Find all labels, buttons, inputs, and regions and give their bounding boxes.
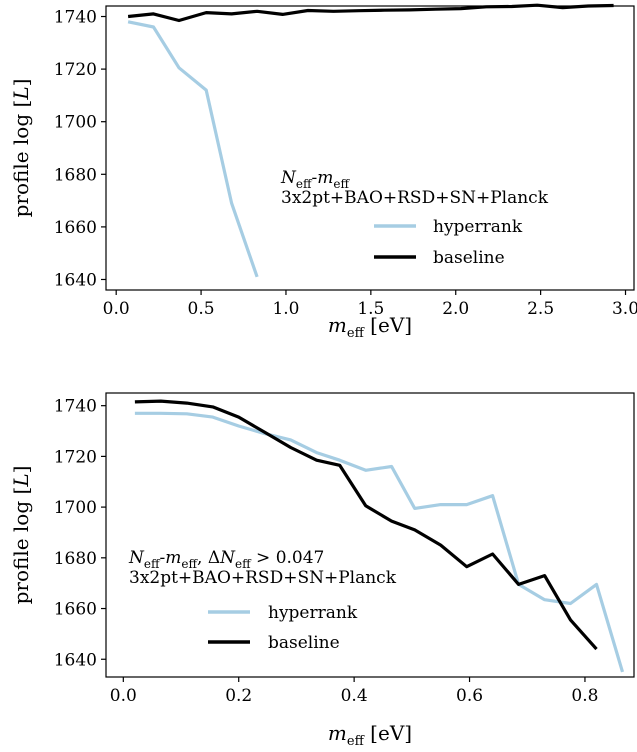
legend-label-baseline-bottom: baseline <box>268 633 340 653</box>
legend-label-hyperrank-top: hyperrank <box>433 217 523 237</box>
x-ticks-top: 0.0 0.5 1.0 1.5 2.0 2.5 3.0 <box>103 290 637 319</box>
y-tick-label-top: 1640 <box>54 270 97 290</box>
x-tick-label-top: 2.5 <box>527 299 554 319</box>
chart-panel-top: 0.0 0.5 1.0 1.5 2.0 2.5 3.0 1640 1660 1680 1700 17… <box>9 3 637 341</box>
x-tick-label-bottom: 0.6 <box>456 686 483 706</box>
x-tick-label-top: 3.0 <box>612 299 637 319</box>
x-axis-label-bottom: meff [eV] <box>328 721 412 749</box>
series-line-baseline-bottom <box>134 399 598 651</box>
y-tick-label-top: 1700 <box>54 113 97 133</box>
legend-title-bottom-line1: Neff-meff, ΔNeff > 0.047 <box>128 548 324 571</box>
y-tick-label-top: 1740 <box>54 8 97 28</box>
y-tick-label-bottom: 1740 <box>54 397 97 417</box>
legend-bottom: Neff-meff, ΔNeff > 0.047 3x2pt+BAO+RSD+S… <box>128 548 397 653</box>
x-ticks-bottom: 0.0 0.2 0.4 0.6 0.8 <box>110 677 598 706</box>
y-tick-label-bottom: 1660 <box>54 600 97 620</box>
y-tick-label-top: 1720 <box>54 60 97 80</box>
y-axis-label-bottom: profile log [L] <box>9 466 33 605</box>
series-layer-bottom <box>134 399 625 673</box>
x-tick-label-top: 2.0 <box>442 299 469 319</box>
x-tick-label-top: 0.5 <box>188 299 215 319</box>
y-tick-label-bottom: 1720 <box>54 447 97 467</box>
series-layer-top <box>127 3 614 278</box>
y-tick-label-bottom: 1700 <box>54 498 97 518</box>
x-tick-label-top: 0.0 <box>103 299 130 319</box>
x-tick-label-bottom: 0.0 <box>110 686 137 706</box>
x-tick-label-top: 1.0 <box>272 299 299 319</box>
legend-title-top-line1: Neff-meff <box>280 168 350 191</box>
series-line-hyperrank-top <box>127 20 259 278</box>
x-tick-label-bottom: 0.4 <box>341 686 368 706</box>
x-tick-label-bottom: 0.8 <box>571 686 598 706</box>
legend-label-baseline-top: baseline <box>433 248 505 268</box>
legend-top: Neff-meff 3x2pt+BAO+RSD+SN+Planck hyperr… <box>280 168 549 268</box>
x-tick-label-top: 1.5 <box>357 299 384 319</box>
y-axis-label-top: profile log [L] <box>9 79 33 218</box>
series-line-hyperrank-bottom <box>134 411 625 673</box>
y-tick-label-bottom: 1680 <box>54 549 97 569</box>
chart-panel-bottom: 0.0 0.2 0.4 0.6 0.8 1640 1660 1680 1700 1720 1740… <box>9 392 635 749</box>
x-tick-label-bottom: 0.2 <box>225 686 252 706</box>
y-ticks-bottom: 1640 1660 1680 1700 1720 1740 <box>54 397 106 670</box>
plot-frame-bottom <box>105 392 635 678</box>
legend-label-hyperrank-bottom: hyperrank <box>268 603 358 623</box>
legend-title-top-line2: 3x2pt+BAO+RSD+SN+Planck <box>281 188 549 208</box>
y-tick-label-top: 1680 <box>54 165 97 185</box>
x-axis-label-top: meff [eV] <box>328 313 412 341</box>
y-tick-label-bottom: 1640 <box>54 650 97 670</box>
y-tick-label-top: 1660 <box>54 218 97 238</box>
plot-frame-top <box>105 5 635 291</box>
series-line-baseline-top <box>127 3 614 23</box>
legend-title-bottom-line2: 3x2pt+BAO+RSD+SN+Planck <box>129 568 397 588</box>
y-ticks-top: 1640 1660 1680 1700 1720 1740 <box>54 8 106 290</box>
